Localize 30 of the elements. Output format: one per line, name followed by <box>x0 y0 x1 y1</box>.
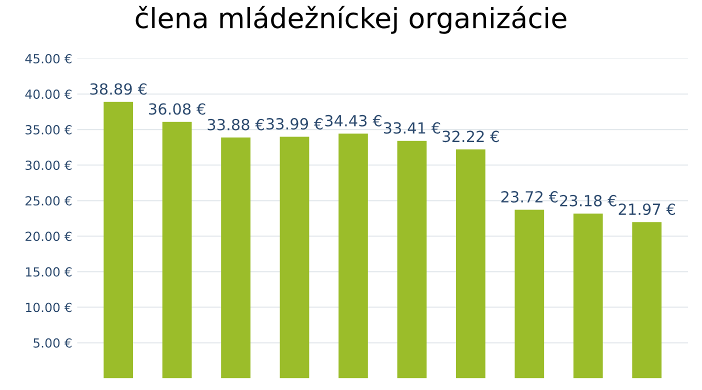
data-label: 38.89 € <box>90 83 146 95</box>
data-label: 33.41 € <box>384 122 440 134</box>
y-tick-label: 10.00 € <box>26 302 72 312</box>
bar <box>221 138 250 378</box>
data-label: 23.72 € <box>501 191 558 203</box>
y-tick-label: 20.00 € <box>26 232 72 242</box>
y-tick-label: 40.00 € <box>25 90 72 99</box>
data-label: 23.18 € <box>560 194 616 206</box>
bar <box>573 214 603 378</box>
bar <box>162 122 192 378</box>
bar <box>338 134 368 378</box>
bar <box>397 140 427 378</box>
y-tick-label: 25.00 € <box>26 196 72 206</box>
y-tick-label: 5.00 € <box>34 338 72 348</box>
bar <box>104 102 134 378</box>
y-tick-label: 30.00 € <box>26 160 72 170</box>
bar <box>514 210 544 378</box>
y-tick-label: 35.00 € <box>26 125 72 134</box>
y-tick-label: 45.00 € <box>25 54 72 64</box>
data-label: 34.43 € <box>325 114 382 126</box>
data-label: 32.22 € <box>442 130 499 142</box>
chart-title: člena mládežníckej organizácie <box>136 6 566 34</box>
data-label: 21.97 € <box>618 203 675 216</box>
bar <box>632 222 662 378</box>
data-label: 33.88 € <box>208 118 264 130</box>
data-label: 33.99 € <box>266 118 323 130</box>
bar <box>280 136 310 378</box>
data-label: 36.08 € <box>149 103 206 115</box>
bar <box>456 149 486 378</box>
y-tick-label: 15.00 € <box>26 267 72 277</box>
